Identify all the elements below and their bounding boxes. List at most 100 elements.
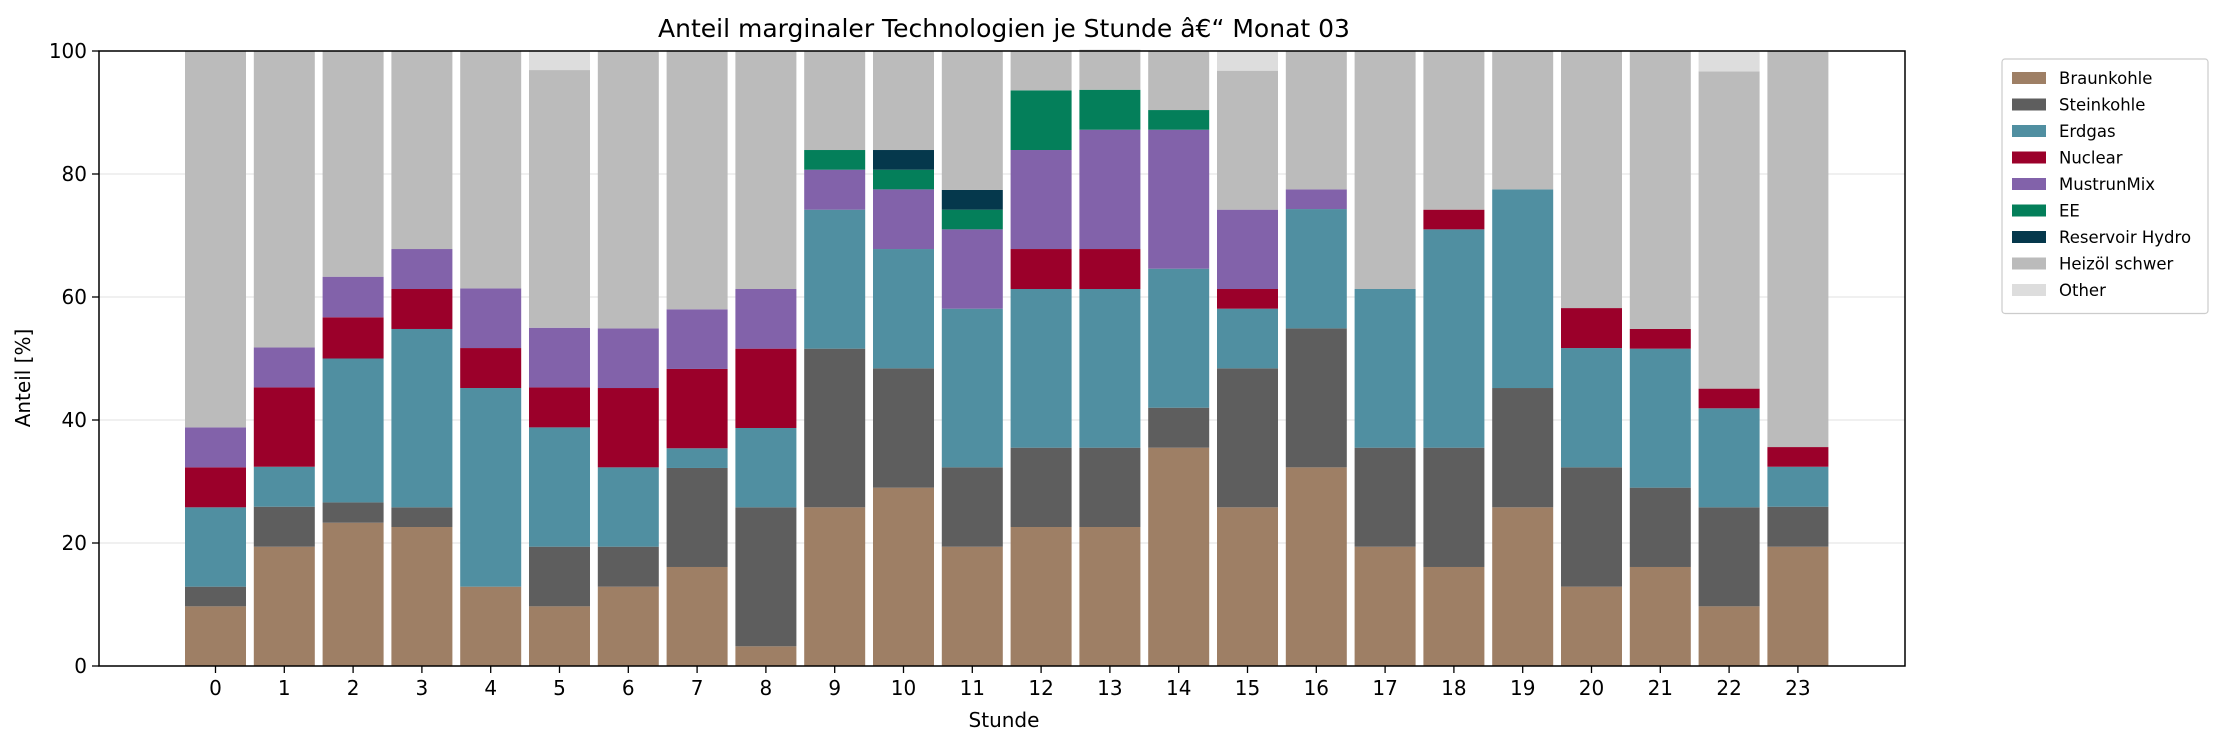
bar-segment — [1561, 308, 1622, 349]
bar-segment — [460, 51, 522, 289]
bar-segment — [253, 51, 315, 348]
y-tick-label: 100 — [49, 39, 87, 63]
bar-segment — [185, 586, 246, 607]
bar-segment — [941, 546, 1003, 666]
bar-segment — [1079, 129, 1141, 250]
bar-segment — [253, 466, 315, 507]
bar-segment — [1698, 71, 1760, 389]
bar-segment — [253, 347, 315, 388]
bar-segment — [1767, 546, 1829, 666]
bar-segment — [1767, 51, 1829, 448]
bar-segment — [529, 327, 590, 388]
bar-segment — [1079, 49, 1141, 90]
bar-segment — [391, 507, 453, 528]
bar-segment — [1010, 51, 1072, 91]
plot-frame — [98, 50, 1906, 667]
bar-segment — [529, 50, 590, 71]
bar-segment — [1285, 51, 1347, 190]
bar-segment — [1767, 466, 1829, 507]
bar-segment — [1285, 328, 1347, 468]
bar-segment — [1354, 289, 1416, 448]
legend-label: Erdgas — [2059, 122, 2116, 141]
bar-segment — [1561, 586, 1622, 666]
legend-swatch — [2012, 231, 2046, 243]
bar-segment — [460, 388, 522, 587]
bar-segment — [185, 467, 246, 508]
bar-segment — [597, 388, 659, 468]
bar-segment — [185, 427, 246, 468]
bar-segment — [1148, 268, 1210, 408]
bar-segment — [529, 427, 590, 547]
bar-segment — [941, 209, 1003, 230]
legend-label: Reservoir Hydro — [2059, 228, 2191, 247]
x-tick-label: 11 — [960, 676, 985, 700]
bar-segment — [1010, 90, 1072, 151]
bar-segment — [1423, 447, 1485, 567]
bar-segment — [597, 467, 659, 547]
legend-label: EE — [2059, 202, 2080, 221]
legend-swatch — [2012, 204, 2046, 217]
bar-segment — [1148, 51, 1210, 111]
y-tick-label: 0 — [74, 654, 87, 678]
legend-label: Nuclear — [2059, 149, 2123, 168]
bar-segment — [873, 368, 934, 488]
bar-segment — [1285, 209, 1347, 329]
x-tick-label: 1 — [278, 676, 291, 700]
bar-segment — [873, 487, 934, 666]
bar-segment — [941, 308, 1003, 468]
bar-segment — [391, 527, 453, 666]
x-tick-label: 21 — [1648, 676, 1673, 700]
bar-segment — [1629, 487, 1691, 567]
x-tick-label: 7 — [691, 676, 704, 700]
x-tick-label: 8 — [760, 676, 773, 700]
legend: Braunkohle Steinkohle Erdgas Nuclear Mustrun… — [2001, 58, 2209, 315]
bar-segment — [1561, 348, 1622, 468]
bar-segment — [735, 289, 797, 349]
bar-segment — [1217, 289, 1278, 309]
bar-segment — [1079, 89, 1141, 130]
bar-segment — [253, 387, 315, 467]
bar-segment — [322, 358, 384, 503]
legend-swatch — [2012, 178, 2046, 190]
x-tick-label: 10 — [891, 676, 916, 700]
bar-segment — [735, 507, 797, 647]
x-tick-label: 12 — [1028, 676, 1053, 700]
bar-segment — [1354, 546, 1416, 666]
legend-label: MustrunMix — [2059, 175, 2155, 194]
bar-segment — [873, 189, 934, 250]
bar-segment — [322, 51, 384, 277]
x-tick-label: 19 — [1510, 676, 1535, 700]
bar-segment — [941, 467, 1003, 547]
bar-segment — [1079, 447, 1141, 528]
x-tick-label: 13 — [1097, 676, 1122, 700]
bar-segment — [1629, 348, 1691, 488]
bar-segment — [1010, 527, 1072, 666]
bar-segment — [804, 150, 866, 170]
bar-segment — [597, 586, 659, 666]
bar-segment — [185, 51, 246, 428]
x-axis-label: Stunde — [969, 708, 1040, 732]
bar-segment — [1767, 447, 1829, 467]
bar-segment — [185, 606, 246, 666]
bar-segment — [322, 522, 384, 666]
bar-segment — [873, 249, 934, 369]
bar-segment — [804, 51, 866, 151]
x-tick-label: 9 — [828, 676, 841, 700]
legend-swatch — [2012, 125, 2046, 137]
bar-segment — [1010, 150, 1072, 250]
y-axis-label: Anteil [%] — [11, 329, 35, 428]
bar-segment — [1423, 209, 1485, 230]
x-tick-label: 6 — [622, 676, 635, 700]
bar-segment — [1079, 527, 1141, 666]
bar-segment — [1354, 51, 1416, 290]
bar-segment — [322, 502, 384, 523]
bar-segment — [1079, 289, 1141, 448]
bar-segment — [185, 507, 246, 587]
bar-segment — [666, 467, 728, 567]
legend-swatch — [2012, 72, 2046, 84]
bar-segment — [1698, 388, 1760, 409]
bar-segment — [1010, 249, 1072, 290]
